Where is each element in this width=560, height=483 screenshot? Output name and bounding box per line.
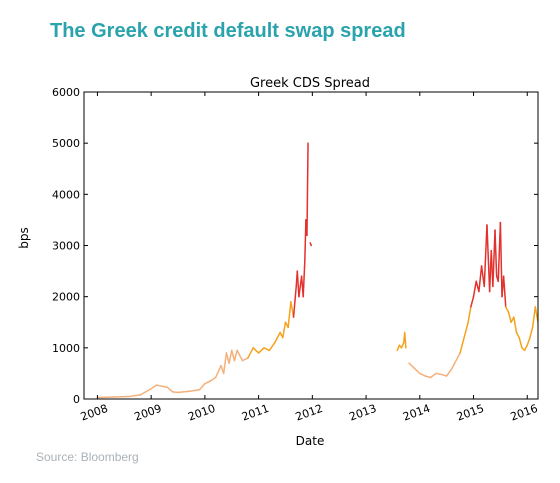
series-segment (483, 224, 488, 288)
x-tick-label: 2016 (509, 402, 540, 424)
series-layer (96, 142, 538, 399)
series-segment (456, 352, 461, 359)
series-segment (507, 311, 512, 323)
x-tick-label: 2011 (240, 402, 271, 424)
series-segment (478, 265, 483, 293)
series-segment (139, 388, 152, 396)
series-segment (273, 331, 281, 344)
series-segment (263, 347, 271, 352)
series-segment (419, 372, 426, 377)
series-segment (161, 385, 169, 388)
y-axis: 0 1000 2000 3000 4000 5000 6000 (52, 86, 538, 406)
y-tick-label: 2000 (52, 291, 80, 304)
series-segment (529, 326, 534, 339)
y-tick-label: 3000 (52, 240, 80, 253)
series-segment (198, 382, 206, 391)
series-segment (413, 367, 421, 375)
page-heading: The Greek credit default swap spread (50, 20, 406, 42)
series-segment (408, 362, 416, 370)
series-segment (396, 344, 401, 352)
series-segment (523, 344, 529, 352)
series-line (96, 142, 309, 399)
series-segment (128, 394, 142, 398)
series-segment (150, 384, 158, 390)
x-tick-label: 2014 (401, 402, 432, 424)
series-segment (228, 349, 233, 364)
series-segment (306, 142, 309, 237)
series-segment (515, 331, 520, 339)
series-segment (499, 221, 503, 298)
y-tick-label: 0 (73, 393, 80, 406)
x-tick-label: 2015 (455, 402, 486, 424)
series-segment (252, 347, 260, 354)
series-segment (112, 395, 131, 398)
series-segment (429, 372, 437, 379)
series-segment (188, 389, 201, 393)
series-segment (155, 384, 163, 387)
series-segment (96, 396, 115, 399)
x-axis-label: Date (296, 434, 325, 448)
series-segment (287, 301, 292, 329)
y-tick-label: 1000 (52, 342, 80, 355)
series-segment (440, 373, 448, 377)
series-segment (292, 285, 297, 318)
y-tick-label: 4000 (52, 188, 80, 201)
series-segment (222, 352, 228, 375)
series-segment (166, 386, 174, 393)
series-segment (424, 375, 432, 379)
series-line (408, 221, 538, 379)
series-segment (296, 270, 300, 298)
series-segment (470, 295, 475, 308)
series-segment (513, 316, 518, 334)
series-segment (233, 349, 238, 362)
source-note: Source: Bloomberg (36, 450, 139, 464)
series-segment (171, 391, 179, 394)
series-line (309, 242, 313, 247)
series-segment (309, 242, 313, 247)
series-segment (404, 331, 407, 349)
series-segment (214, 364, 222, 379)
series-segment (451, 357, 459, 370)
x-tick-label: 2009 (133, 402, 164, 424)
series-segment (445, 367, 453, 377)
series-segment (247, 347, 254, 359)
y-tick-label: 6000 (52, 86, 80, 99)
series-segment (241, 357, 249, 362)
x-axis: 2008 2009 2010 2011 2012 2013 2014 2015 2016 (79, 92, 540, 424)
series-segment (282, 321, 287, 339)
series-segment (268, 341, 276, 352)
series-segment (526, 336, 531, 347)
y-tick-label: 5000 (52, 137, 80, 150)
series-segment (467, 306, 472, 323)
series-segment (462, 331, 467, 344)
series-segment (494, 229, 498, 277)
series-segment (531, 306, 537, 329)
plot-clip-group (96, 142, 538, 399)
series-segment (302, 260, 306, 298)
series-segment (435, 372, 443, 376)
x-tick-label: 2013 (347, 402, 378, 424)
series-segment (204, 380, 212, 385)
x-tick-label: 2010 (186, 402, 217, 424)
series-line (396, 331, 407, 352)
series-segment (231, 349, 236, 362)
series-segment (486, 224, 491, 293)
series-segment (209, 376, 217, 382)
y-axis-label: bps (17, 227, 31, 249)
chart-title: Greek CDS Spread (250, 76, 370, 91)
series-segment (518, 336, 523, 349)
series-segment (464, 321, 469, 334)
series-segment (177, 390, 190, 394)
series-segment (257, 347, 265, 354)
series-segment (236, 349, 244, 362)
series-segment (472, 280, 477, 298)
series-segment (505, 306, 510, 313)
x-tick-label: 2012 (294, 402, 325, 424)
series-segment (400, 341, 405, 349)
series-segment (225, 352, 230, 364)
series-segment (459, 341, 464, 354)
x-tick-label: 2008 (79, 402, 110, 424)
series-segment (502, 275, 507, 308)
